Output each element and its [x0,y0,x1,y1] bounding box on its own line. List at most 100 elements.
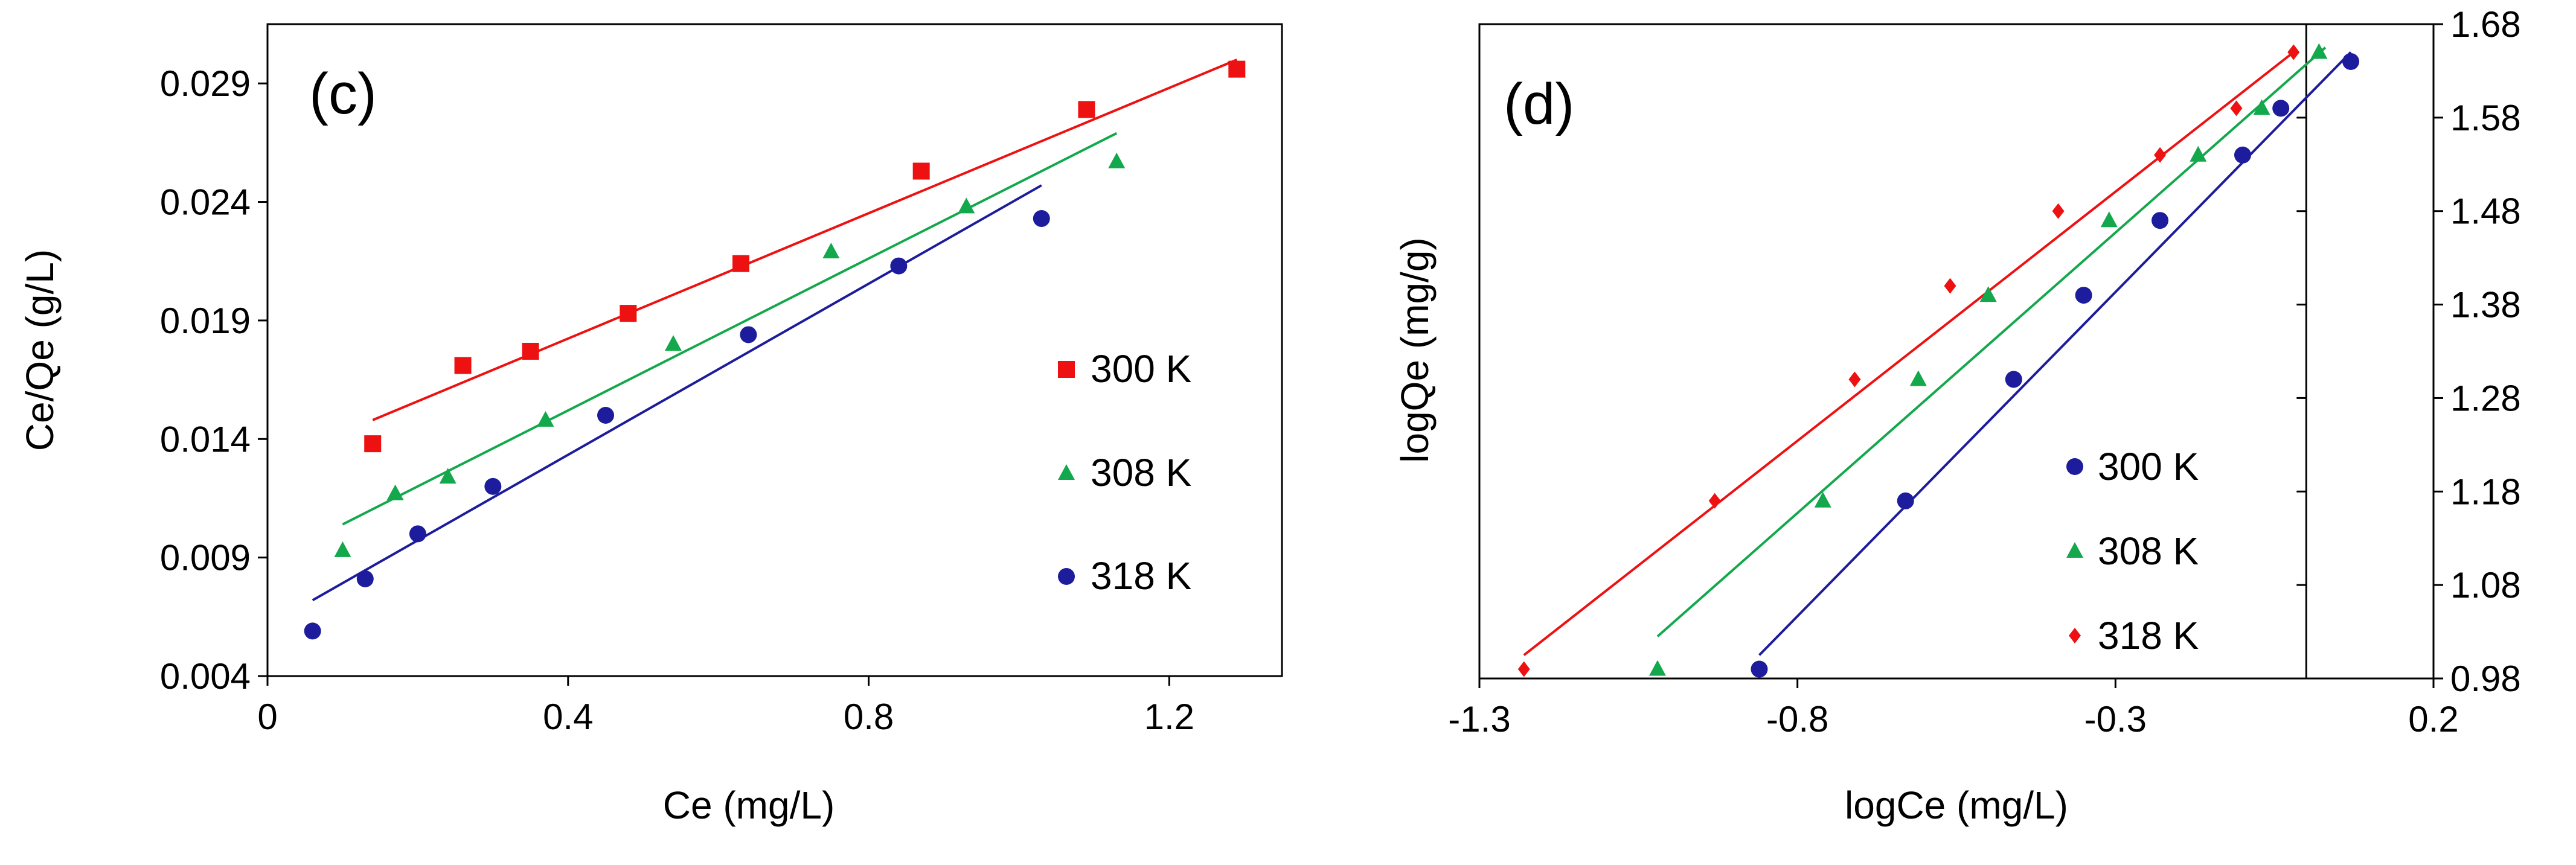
c-tick-labels: 0 0.4 0.8 1.2 0.004 0.009 0.014 0.019 0.024 0.029 [160,63,1194,737]
d-y-tick-label: 1.08 [2450,565,2521,605]
c-point-308-k [439,468,457,484]
plot-area-c [266,23,1283,677]
c-ticks [258,82,1170,686]
c-point-318-k [409,525,426,543]
c-y-tick-label: 0.004 [160,656,251,697]
c-legend-label-1: 308 K [1091,451,1191,494]
c-point-308-k [822,243,840,259]
c-point-300-k [364,435,382,453]
chart-d: -1.3 -0.8 -0.3 0.20.98 1.08 1.18 1.28 1.38 1.48 1… [1393,4,2521,827]
c-legend-label-2: 318 K [1091,554,1191,598]
c-panel-label: (c) [309,62,377,126]
d-y-tick-label: 1.48 [2450,191,2521,232]
d-y-tick-label: 1.68 [2450,4,2521,45]
d-y-tick-label: 1.28 [2450,378,2521,418]
c-y-tick-label: 0.014 [160,419,251,459]
c-point-308-k [958,197,975,214]
d-x-tick-label: -0.8 [1766,699,1828,739]
c-x-tick-label: 1.2 [1144,697,1194,737]
d-point-308-k [2100,211,2118,228]
d-fit-line-308-k [1656,46,2327,637]
d-point-300-k [2342,53,2360,70]
d-point-318-k [2154,147,2167,163]
c-fit-line-308-k [342,132,1118,526]
c-point-318-k [1033,210,1050,228]
c-point-308-k [334,541,351,557]
d-point-308-k [1648,660,1666,676]
d-point-300-k [2005,371,2022,388]
d-point-308-k [2310,43,2328,59]
d-tick-labels: -1.3 -0.8 -0.3 0.20.98 1.08 1.18 1.28 1.38 1.48 1… [1448,4,2520,739]
d-legend: 300 K 308 K 318 K [2066,445,2199,657]
d-fit-lines [1523,46,2352,656]
d-point-308-k [1909,370,1927,386]
c-x-tick-label: 0 [257,697,277,737]
d-point-308-k [2190,145,2207,162]
c-point-300-k [454,357,472,374]
d-point-318-k [2230,100,2243,117]
d-ticks [1478,23,2443,688]
c-legend-label-0: 300 K [1091,347,1191,391]
d-legend-label-1: 308 K [2098,529,2199,573]
d-x-tick-label: -0.3 [2084,699,2147,739]
d-point-318-k [1517,661,1530,677]
d-point-300-k [1897,492,1914,509]
c-point-300-k [912,162,930,180]
c-point-318-k [740,326,757,343]
c-point-308-k [537,410,554,427]
d-point-300-k [2075,287,2092,304]
c-fit-line-318-k [312,184,1042,602]
d-point-318-k [1944,278,1956,294]
c-x-tick-label: 0.8 [844,697,894,737]
c-x-axis-label: Ce (mg/L) [663,784,835,827]
d-point-318-k [1708,493,1721,509]
plot-area-d [1478,23,2435,680]
d-point-318-k [1848,371,1861,388]
d-legend-marker-1 [2066,542,2083,558]
c-point-300-k [620,305,637,322]
c-point-318-k [304,622,321,640]
c-x-tick-label: 0.4 [543,697,593,737]
c-point-300-k [522,342,539,360]
d-y-tick-label: 1.38 [2450,285,2521,325]
d-data-points [1517,43,2360,678]
d-y-tick-label: 1.18 [2450,471,2521,512]
d-point-300-k [1751,660,1768,678]
d-point-308-k [1814,491,1831,508]
d-fit-line-300-k [1758,51,2352,656]
d-point-318-k [2287,44,2300,60]
c-point-318-k [597,407,614,424]
d-legend-label-0: 300 K [2098,445,2199,488]
c-point-308-k [665,335,682,351]
d-y-tick-label: 1.58 [2450,98,2521,138]
c-y-tick-label: 0.029 [160,63,251,104]
d-panel-label: (d) [1504,72,1574,136]
c-y-axis-label: Ce/Qe (g/L) [18,249,62,451]
d-point-318-k [2052,203,2065,219]
c-fit-line-300-k [372,59,1238,421]
c-fit-lines [312,59,1238,602]
d-point-300-k [2272,100,2290,117]
c-legend-marker-1 [1058,464,1075,480]
c-point-300-k [1078,101,1095,118]
d-x-tick-label: -1.3 [1448,699,1510,739]
c-legend-marker-0 [1058,361,1075,378]
d-fit-line-318-k [1523,51,2295,656]
d-point-308-k [1979,286,1997,302]
chart-c: 0 0.4 0.8 1.2 0.004 0.009 0.014 0.019 0.024 0.029… [18,23,1283,827]
d-x-axis-label: logCe (mg/L) [1845,784,2068,827]
c-point-308-k [386,484,404,500]
d-point-300-k [2234,146,2251,164]
c-y-tick-label: 0.024 [160,182,251,223]
c-point-300-k [1228,60,1246,78]
c-data-points [304,60,1246,640]
d-legend-label-2: 318 K [2098,614,2199,657]
d-x-tick-label: 0.2 [2408,699,2458,739]
c-point-318-k [356,570,374,587]
d-point-308-k [2253,99,2270,115]
c-point-308-k [1108,152,1126,168]
c-point-318-k [890,257,908,275]
d-legend-marker-2 [2069,628,2081,643]
d-legend-marker-0 [2066,458,2083,475]
